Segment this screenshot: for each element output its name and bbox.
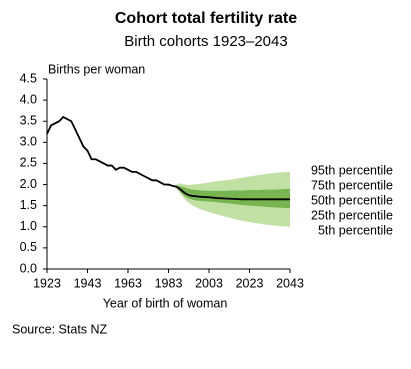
legend-label: 5th percentile (318, 223, 393, 237)
y-tick-label: 1.0 (20, 219, 37, 233)
y-tick-label: 0.0 (20, 261, 37, 275)
source: Source: Stats NZ (12, 322, 108, 336)
x-axis-label: Year of birth of woman (103, 296, 228, 310)
median-line (46, 115, 290, 201)
x-tick-label: 1923 (33, 276, 61, 290)
x-tick-label: 2003 (195, 276, 223, 290)
y-tick-label: 3.0 (20, 135, 37, 149)
y-axis-label: Births per woman (48, 62, 145, 76)
percentile-band (172, 185, 290, 209)
y-tick-label: 0.5 (20, 240, 37, 254)
legend-label: 50th percentile (311, 193, 393, 207)
legend-label: 25th percentile (311, 208, 393, 222)
x-tick-label: 1963 (114, 276, 142, 290)
y-tick-label: 1.5 (20, 198, 37, 212)
x-tick-label: 1983 (155, 276, 183, 290)
y-tick-label: 3.5 (20, 114, 37, 128)
x-tick-label: 2043 (276, 276, 304, 290)
chart-subtitle: Birth cohorts 1923–2043 (124, 33, 287, 50)
y-tick-label: 4.0 (20, 92, 37, 106)
y-tick-label: 4.5 (20, 71, 37, 85)
legend-label: 75th percentile (311, 178, 393, 192)
y-tick-label: 2.0 (20, 177, 37, 191)
chart-title: Cohort total fertility rate (115, 10, 297, 27)
legend-label: 95th percentile (311, 163, 393, 177)
x-tick-label: 1943 (74, 276, 102, 290)
x-tick-label: 2023 (236, 276, 264, 290)
y-tick-label: 2.5 (20, 156, 37, 170)
